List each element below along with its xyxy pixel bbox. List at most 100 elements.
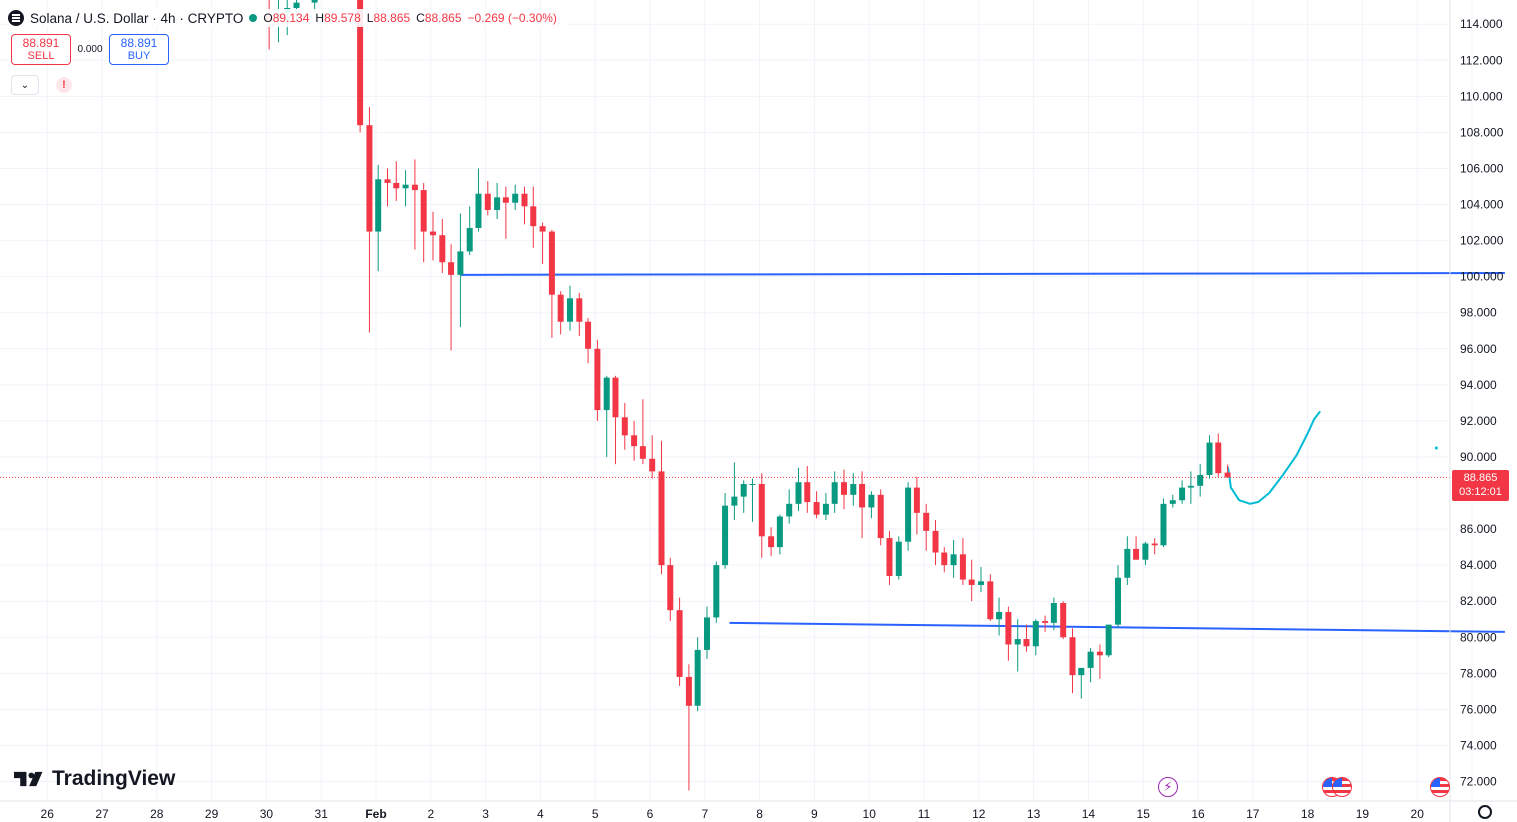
candle xyxy=(1087,648,1094,683)
y-tick-label: 100.000 xyxy=(1460,270,1504,284)
candle-body xyxy=(795,482,802,504)
candle xyxy=(1179,480,1186,504)
candle-body xyxy=(585,321,592,349)
candle xyxy=(1114,565,1121,629)
y-tick-label: 84.000 xyxy=(1460,558,1497,572)
candle-body xyxy=(740,484,747,497)
buy-button[interactable]: 88.891 BUY xyxy=(109,34,169,65)
candle-body xyxy=(448,262,455,275)
candle-body xyxy=(548,231,555,295)
candle xyxy=(466,206,473,256)
us-flag-event-icon-2[interactable] xyxy=(1332,777,1352,797)
last-price-tag: 88.865 03:12:01 xyxy=(1452,470,1509,501)
drawing-dot xyxy=(1434,446,1438,450)
candle xyxy=(1142,541,1149,566)
candle-body xyxy=(703,617,710,650)
candle-body xyxy=(1206,442,1213,475)
candle-body xyxy=(557,294,564,322)
close-value: 88.865 xyxy=(424,11,462,25)
candle-body xyxy=(968,579,975,585)
chevron-down-icon: ⌄ xyxy=(20,79,30,91)
candles xyxy=(266,0,1231,791)
y-tick-label: 104.000 xyxy=(1460,198,1504,212)
x-tick-label: 12 xyxy=(972,807,986,821)
candle-body xyxy=(905,487,912,542)
candle-body xyxy=(932,530,939,553)
x-tick-label: 29 xyxy=(205,807,219,821)
candle xyxy=(1215,433,1222,477)
candle-body xyxy=(822,503,829,515)
x-tick-label: 27 xyxy=(95,807,109,821)
x-tick-label: 9 xyxy=(811,807,818,821)
warning-icon[interactable]: ! xyxy=(56,77,72,93)
candle-body xyxy=(521,193,528,207)
sell-button[interactable]: 88.891 SELL xyxy=(11,34,71,65)
candle xyxy=(786,489,793,524)
candle xyxy=(530,186,537,248)
x-tick-label: 4 xyxy=(537,807,544,821)
us-flag-event-icon-3[interactable] xyxy=(1430,777,1450,797)
candle-body xyxy=(658,471,665,566)
candle xyxy=(1105,624,1112,658)
candle-body xyxy=(977,581,984,585)
candle-body xyxy=(813,502,820,515)
candle xyxy=(877,489,884,546)
candle xyxy=(1069,628,1076,694)
y-tick-label: 106.000 xyxy=(1460,161,1504,175)
market-status-dot[interactable] xyxy=(249,14,258,22)
tradingview-logo[interactable]: TradingView xyxy=(14,767,175,791)
candle-body xyxy=(311,0,318,3)
candle-body xyxy=(694,649,701,706)
candle xyxy=(639,399,646,465)
candle-body xyxy=(603,377,610,411)
lightning-event-icon[interactable]: ⚡ xyxy=(1158,777,1178,797)
candle-body xyxy=(941,552,948,566)
candle-body xyxy=(1023,639,1030,647)
sell-label: SELL xyxy=(27,49,55,62)
candle xyxy=(1042,615,1049,632)
candle xyxy=(831,471,838,513)
x-tick-label: 13 xyxy=(1027,807,1041,821)
symbol-header: Solana / U.S. Dollar · 4h · CRYPTO O89.1… xyxy=(8,9,567,27)
symbol-title[interactable]: Solana / U.S. Dollar · 4h · CRYPTO xyxy=(30,10,244,26)
candle-body xyxy=(786,503,793,517)
candle xyxy=(402,170,409,207)
trendlines xyxy=(0,272,1505,633)
candle-body xyxy=(402,184,409,189)
candle xyxy=(411,159,418,250)
candle xyxy=(594,339,601,421)
trendline-support xyxy=(729,621,1505,633)
candle-body xyxy=(576,298,583,322)
candle-body xyxy=(1105,624,1112,656)
candle xyxy=(667,557,674,622)
last-price-value: 88.865 xyxy=(1463,472,1498,484)
x-tick-label: 11 xyxy=(918,807,931,821)
candle-body xyxy=(950,554,957,566)
collapse-button[interactable]: ⌄ xyxy=(11,75,39,95)
candle-body xyxy=(512,193,519,203)
open-label: O xyxy=(263,11,273,25)
candle xyxy=(1023,624,1030,652)
y-tick-label: 74.000 xyxy=(1460,738,1497,752)
candle xyxy=(804,465,811,513)
candle xyxy=(740,480,747,513)
candle-body xyxy=(676,610,683,677)
candle-body xyxy=(749,484,756,486)
chart-grid xyxy=(0,0,1473,800)
candle xyxy=(1133,536,1140,560)
candle-body xyxy=(530,206,537,227)
candle-body xyxy=(1224,472,1231,478)
y-tick-label: 112.000 xyxy=(1460,53,1503,67)
x-tick-label: 16 xyxy=(1191,807,1205,821)
candle xyxy=(585,318,592,364)
x-tick-label: 17 xyxy=(1246,807,1260,821)
x-tick-label: 15 xyxy=(1137,807,1151,821)
x-tick-label: 28 xyxy=(150,807,164,821)
settings-gear-icon[interactable] xyxy=(1478,805,1492,819)
candle xyxy=(941,547,948,573)
buy-label: BUY xyxy=(127,49,151,62)
x-tick-label: 14 xyxy=(1082,807,1096,821)
candle-body xyxy=(831,482,838,504)
